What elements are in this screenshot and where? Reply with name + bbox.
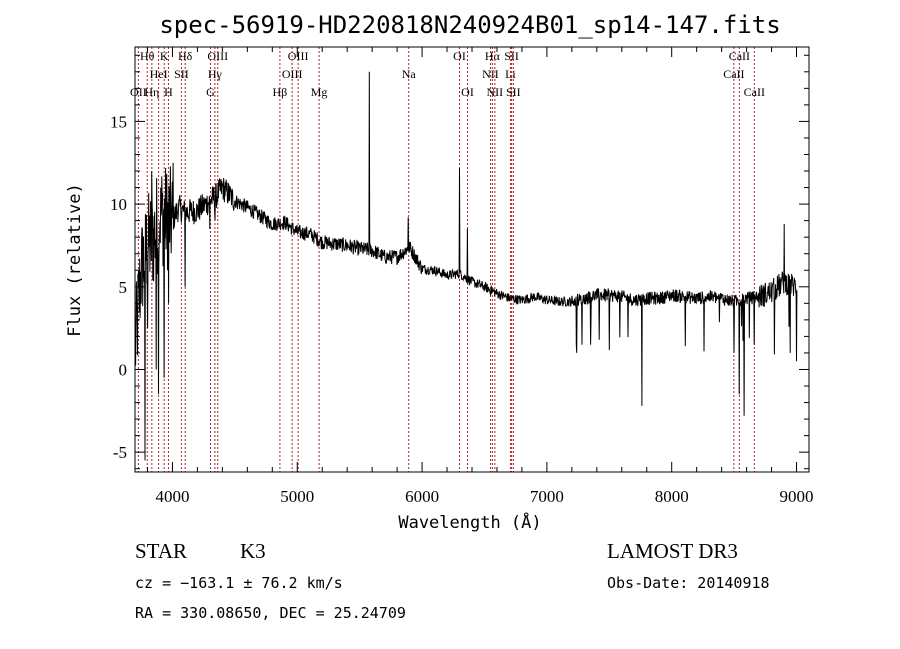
coordinates: RA = 330.08650, DEC = 25.24709 [135,604,406,622]
line-marker-label: OI [461,85,474,99]
chart-title: spec-56919-HD220818N240924B01_sp14-147.f… [159,11,780,39]
survey-name: LAMOST DR3 [607,539,738,563]
x-tick-label: 7000 [530,487,564,506]
y-tick-label: 10 [110,195,127,214]
line-marker-label: Hβ [273,85,288,99]
x-tick-label: 5000 [280,487,314,506]
y-tick-label: -5 [113,443,127,462]
line-marker-label: OIII [207,49,228,63]
x-tick-label: 4000 [155,487,189,506]
line-marker-label: OI [453,49,466,63]
y-tick-label: 0 [119,360,128,379]
x-tick-label: 6000 [405,487,439,506]
line-markers: OIIHθHηHeIKHSIIHδGHγOIIIHβOIIIOIIIMgNaOI… [130,47,765,472]
x-axis-label: Wavelength (Å) [398,511,541,533]
spectrum-line [134,71,798,461]
object-subclass: K3 [240,539,266,563]
y-axis-label: Flux (relative) [65,183,85,337]
observation-date: Obs-Date: 20140918 [607,574,770,592]
line-marker-label: CaII [723,67,744,81]
line-marker-label: Hγ [208,67,223,81]
line-marker-label: Hα [485,49,501,63]
line-marker-label: Hδ [178,49,193,63]
line-marker-label: SII [504,49,519,63]
line-marker-label: NII [482,67,499,81]
x-tick-label: 8000 [655,487,689,506]
line-marker-label: CaII [729,49,750,63]
x-tick-label: 9000 [780,487,814,506]
line-marker-label: SII [506,85,521,99]
plot-frame [134,46,810,473]
line-marker-label: HeI [150,67,168,81]
object-class: STAR [135,539,187,563]
line-marker-label: OII [130,85,147,99]
y-tick-label: 15 [110,112,127,131]
line-marker-label: H [164,85,173,99]
line-marker-label: SII [174,67,189,81]
x-axis: 4000 5000 6000 7000 8000 9000 [146,47,814,506]
line-marker-label: NII [487,85,504,99]
redshift-cz: cz = −163.1 ± 76.2 km/s [135,574,343,592]
line-marker-label: Hη [144,85,159,99]
line-marker-label: OIII [282,67,303,81]
line-marker-label: K [160,49,169,63]
line-marker-label: CaII [744,85,765,99]
line-marker-label: Mg [311,85,328,99]
y-tick-label: 5 [119,278,128,297]
line-marker-label: G [206,85,215,99]
line-marker-label: Hθ [140,49,155,63]
spectrum-series [134,71,798,461]
line-marker-label: Li [505,67,516,81]
y-axis: -5 0 5 10 15 [110,54,809,470]
line-marker-label: OIII [288,49,309,63]
line-marker-label: Na [402,67,417,81]
